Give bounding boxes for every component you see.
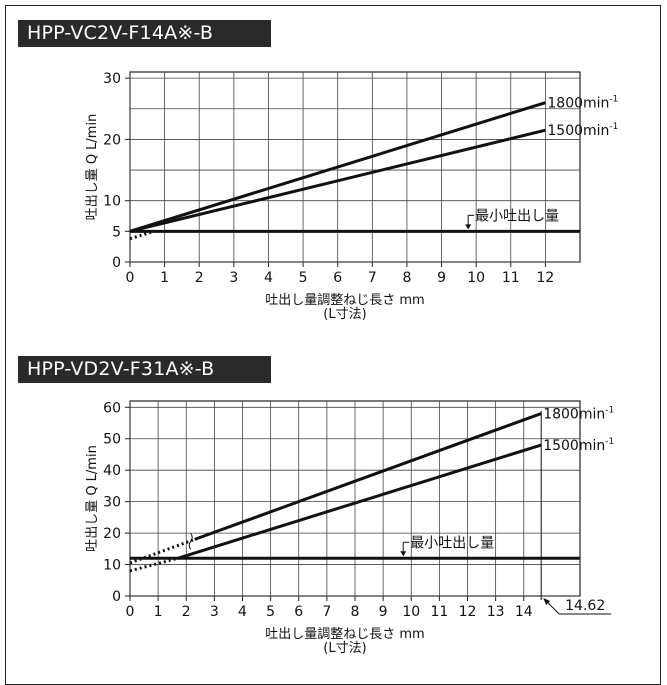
chart1-plot-border	[129, 71, 581, 263]
chart2-label-1800-sup: -1	[605, 406, 614, 416]
chart1-ytick-label: 10	[103, 194, 121, 210]
chart1-title: HPP-VC2V-F14A※-B	[18, 20, 271, 47]
chart2-xaxis-title: 吐出し量調整ねじ長さ mm	[265, 627, 424, 642]
chart1-ytick-label: 20	[103, 132, 121, 148]
chart1-label-1500-sup: -1	[609, 122, 618, 132]
chart1-xtick-label: 9	[437, 270, 446, 286]
chart1-xtick-label: 1	[160, 270, 169, 286]
chart2-xtick-label: 2	[182, 604, 191, 620]
chart2-xtick-label: 6	[294, 604, 303, 620]
chart1-label-1800-sup: -1	[609, 95, 618, 105]
chart2-xtick-label: 8	[351, 604, 360, 620]
chart1-label-1500: 1500min-1	[547, 122, 618, 139]
chart2-ytick-label: 10	[103, 558, 121, 574]
chart2-limit-arrow	[543, 598, 551, 605]
chart1-yaxis-title: 吐出し量 Q L/min	[85, 114, 100, 221]
chart1-ytick-label: 30	[103, 71, 121, 87]
chart2-xtick-label: 12	[459, 604, 477, 620]
chart1-xtick-label: 4	[264, 270, 273, 286]
chart1-xtick-label: 7	[368, 270, 377, 286]
chart2-xtick-label: 10	[402, 604, 420, 620]
chart2-xaxis-subtitle: (L寸法)	[323, 641, 366, 656]
chart2-title: HPP-VD2V-F31A※-B	[18, 356, 271, 383]
chart2-ytick-label: 40	[103, 463, 121, 479]
chart1-xtick-label: 5	[299, 270, 308, 286]
chart2-dotted-extension-2	[129, 556, 179, 573]
chart2-label-1800: 1800min-1	[543, 406, 614, 423]
chart2-break-marker	[188, 533, 193, 550]
chart1-min-label: 最小吐出し量	[475, 208, 559, 224]
chart1-xtick-label: 2	[195, 270, 204, 286]
chart1-ytick-label: 0	[112, 255, 121, 271]
chart1-ytick-label: 5	[112, 224, 121, 240]
chart2-ytick-label: 50	[103, 432, 121, 448]
chart2-limit-label: 14.62	[565, 598, 605, 614]
chart2-xtick-label: 3	[210, 604, 219, 620]
chart1-xtick-label: 11	[502, 270, 520, 286]
chart2-yaxis-title: 吐出し量 Q L/min	[85, 445, 100, 552]
chart1-series-line-1	[129, 101, 546, 233]
chart2-series-line-2	[177, 443, 542, 560]
chart2-min-arrow-head	[400, 551, 407, 557]
chart2-xtick-label: 0	[126, 604, 135, 620]
chart1-xtick-label: 10	[467, 270, 485, 286]
chart2-label-1500: 1500min-1	[543, 437, 614, 454]
chart2-xtick-label: 7	[322, 604, 331, 620]
chart2-min-label: 最小吐出し量	[410, 535, 494, 551]
chart1-label-1800: 1800min-1	[547, 95, 618, 112]
chart2-ytick-label: 30	[103, 495, 121, 511]
chart1-min-arrow-head	[465, 224, 472, 230]
chart2-ytick-label: 0	[112, 589, 121, 605]
chart1-xtick-label: 8	[402, 270, 411, 286]
chart2-xtick-label: 4	[238, 604, 247, 620]
chart1-xaxis-title: 吐出し量調整ねじ長さ mm	[265, 293, 424, 308]
chart2-xtick-label: 9	[379, 604, 388, 620]
chart2-label-1500-sup: -1	[605, 437, 614, 447]
chart2-xtick-label: 5	[266, 604, 275, 620]
chart1-xtick-label: 6	[333, 270, 342, 286]
chart2-series-line-1	[194, 412, 542, 541]
chart1-dotted-extension-1	[129, 229, 155, 241]
chart1-xtick-label: 12	[536, 270, 554, 286]
chart1-xtick-label: 3	[229, 270, 238, 286]
chart2-xtick-label: 1	[154, 604, 163, 620]
chart2-xtick-label: 14	[515, 604, 533, 620]
chart2-dotted-extension-1	[129, 537, 196, 565]
chart1-xaxis-subtitle: (L寸法)	[323, 307, 366, 322]
chart2-ytick-label: 20	[103, 526, 121, 542]
chart2-ytick-label: 60	[103, 400, 121, 416]
chart2-xtick-label: 13	[487, 604, 505, 620]
chart2-xtick-label: 11	[430, 604, 448, 620]
chart1-xtick-label: 0	[126, 270, 135, 286]
chart1-series-line-2	[129, 128, 546, 233]
